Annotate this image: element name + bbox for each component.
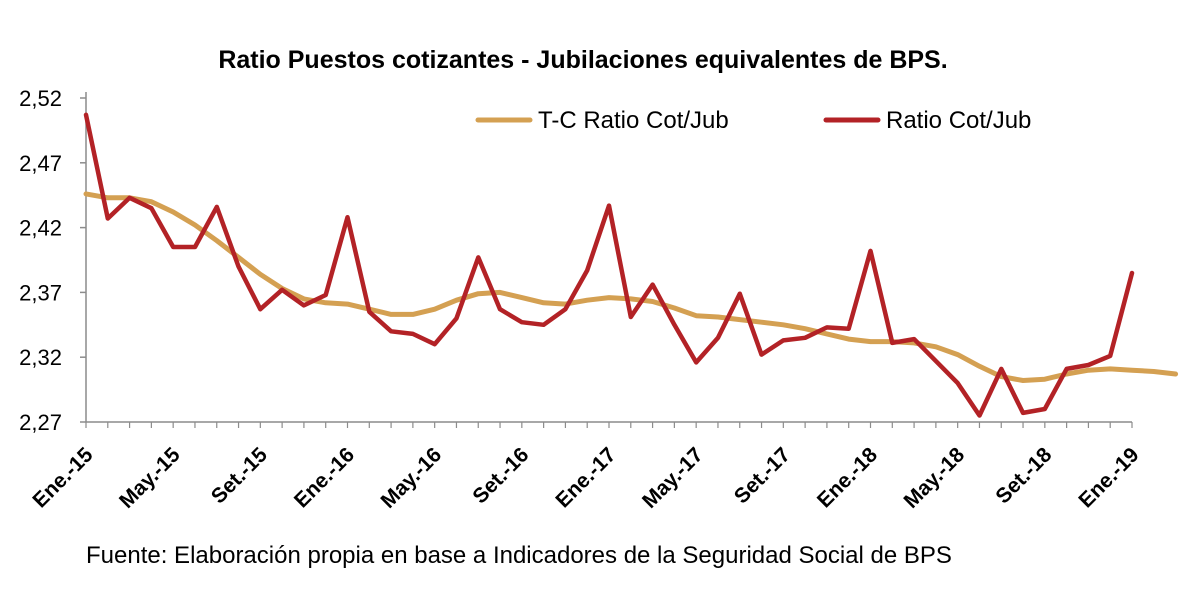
series-layer — [83, 112, 1179, 418]
x-tick-label: May.-15 — [115, 443, 185, 513]
x-tick-label: May.-16 — [377, 443, 447, 513]
x-tick-label: Ene.-16 — [290, 443, 359, 512]
x-tick-label: Ene.-18 — [813, 443, 882, 512]
legend-label-tc: T-C Ratio Cot/Jub — [538, 107, 729, 134]
x-tick-label: Ene.-19 — [1074, 443, 1143, 512]
x-tick-label: Set.-15 — [207, 443, 272, 508]
x-tick-label: Ene.-15 — [28, 443, 97, 512]
y-tick-label: 2,27 — [19, 410, 62, 435]
x-tick-label: Set.-17 — [730, 443, 795, 508]
x-tick-label: May.-17 — [638, 443, 708, 513]
series-line-tc-ratio — [83, 191, 1179, 383]
x-tick-label: Ene.-17 — [551, 443, 620, 512]
y-tick-label: 2,42 — [19, 216, 62, 241]
series-line-ratio — [83, 112, 1135, 418]
x-tick-label: Set.-18 — [991, 443, 1056, 508]
y-tick-label: 2,47 — [19, 151, 62, 176]
y-tick-label: 2,37 — [19, 280, 62, 305]
legend-label-ratio: Ratio Cot/Jub — [886, 107, 1031, 134]
y-axis: 2,52 2,47 2,42 2,37 2,32 2,27 — [19, 86, 87, 435]
y-tick-label: 2,32 — [19, 345, 62, 370]
legend: T-C Ratio Cot/Jub Ratio Cot/Jub — [475, 107, 1031, 134]
y-tick-label: 2,52 — [19, 86, 62, 111]
x-tick-label: Set.-16 — [468, 443, 533, 508]
chart-title: Ratio Puestos cotizantes - Jubilaciones … — [218, 46, 947, 74]
source-note: Fuente: Elaboración propia en base a Ind… — [86, 542, 952, 569]
x-axis: Ene.-15 May.-15 Set.-15 Ene.-16 May.-16 Set.-… — [28, 421, 1144, 513]
x-tick-label: May.-18 — [900, 443, 970, 513]
